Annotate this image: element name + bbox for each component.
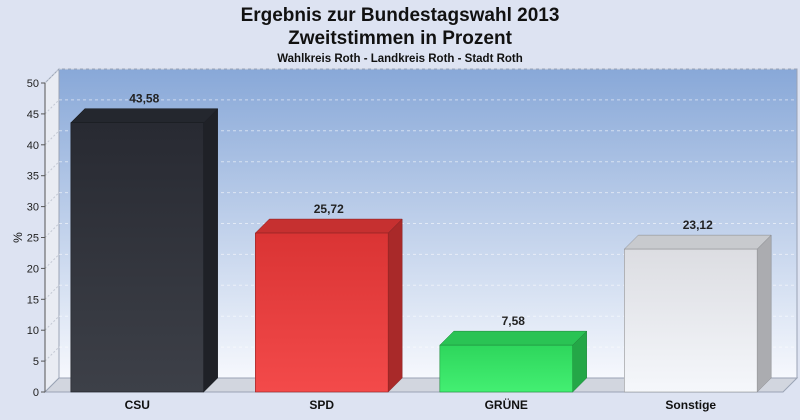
bar-csu <box>70 108 219 393</box>
gridline-side <box>44 315 60 331</box>
bar-side <box>756 234 772 393</box>
data-label: 23,12 <box>683 218 713 232</box>
y-tick-label: 5 <box>33 356 39 368</box>
x-tick-label: CSU <box>125 398 150 412</box>
y-tick-label: 45 <box>27 109 39 121</box>
bar-side <box>203 108 218 393</box>
x-tick-label: Sonstige <box>665 398 716 412</box>
bar-top <box>439 330 588 346</box>
y-tick-label: 50 <box>27 78 39 90</box>
chart-subtitle: Wahlkreis Roth - Landkreis Roth - Stadt … <box>277 53 523 65</box>
y-tick-label: 20 <box>27 263 39 275</box>
gridline-side <box>44 284 60 300</box>
gridline-side <box>44 99 60 115</box>
gridline-side <box>44 223 60 238</box>
y-axis-label: % <box>11 232 25 243</box>
data-label: 7,58 <box>502 314 526 328</box>
gridline-side <box>44 254 60 269</box>
y-tick-label: 30 <box>27 202 39 214</box>
bar-grüne <box>439 330 588 393</box>
bar-side <box>387 218 403 393</box>
gridline-side <box>44 192 60 207</box>
bar-front <box>439 344 573 393</box>
bar-front <box>255 232 389 393</box>
y-tick-label: 25 <box>27 233 39 245</box>
bar-top <box>70 108 219 123</box>
y-tick-label: 40 <box>27 140 39 152</box>
chart-title: Ergebnis zur Bundestagswahl 2013 <box>240 5 560 26</box>
gridline-side <box>44 130 60 146</box>
y-tick-label: 15 <box>27 294 39 306</box>
bar-front <box>624 248 758 393</box>
gridline-side <box>44 161 60 177</box>
gridline-side <box>44 346 60 362</box>
bar-front <box>70 122 204 393</box>
chart-title-block: Ergebnis zur Bundestagswahl 2013 Zweitst… <box>0 4 800 65</box>
y-tick-label: 35 <box>27 171 39 183</box>
bar-sonstige <box>623 234 772 393</box>
bar-top <box>623 234 772 250</box>
y-tick-label: 10 <box>27 325 39 337</box>
y-tick-label: 0 <box>33 387 39 399</box>
data-label: 43,58 <box>129 92 159 106</box>
bar-spd <box>254 218 403 393</box>
bar-top <box>254 218 403 234</box>
data-label: 25,72 <box>314 202 344 216</box>
chart-title-2: Zweitstimmen in Prozent <box>288 28 512 49</box>
x-tick-label: SPD <box>309 398 334 412</box>
x-tick-label: GRÜNE <box>485 397 528 412</box>
gridline-side <box>44 68 60 84</box>
